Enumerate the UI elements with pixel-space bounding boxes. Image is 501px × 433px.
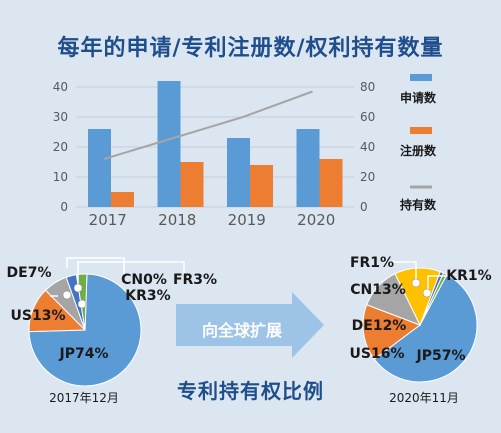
callout-line	[77, 261, 185, 287]
y-tick-label: 10	[53, 170, 68, 184]
callout-marker	[422, 288, 432, 298]
share-subtitle: 专利持有权比例	[177, 379, 324, 403]
bar-申请数	[227, 138, 250, 207]
y2-tick-label: 0	[360, 200, 368, 214]
pie-label-FR: FR1%	[350, 255, 394, 271]
bar-申请数	[157, 81, 181, 207]
arrow-label: 向全球扩展	[201, 321, 282, 340]
y-tick-label: 20	[53, 140, 68, 154]
legend-label: 注册数	[400, 143, 437, 158]
callout-line	[427, 275, 453, 293]
bar-申请数	[88, 129, 111, 207]
pie-slice-FR	[419, 272, 448, 326]
line-持有数	[103, 90, 313, 160]
page-title: 每年的申请/专利注册数/权利持有数量	[57, 36, 444, 61]
pie-label-KR: KR3%	[125, 288, 170, 304]
bar-注册数	[180, 162, 204, 207]
pie-label-DE: DE7%	[7, 265, 52, 281]
y-tick-label: 40	[53, 80, 68, 94]
callout-marker	[411, 278, 421, 288]
y2-tick-label: 40	[360, 140, 375, 154]
callout-line	[66, 257, 125, 284]
y-tick-label: 30	[53, 110, 68, 124]
callout-marker	[77, 299, 87, 309]
pie-caption: 2020年11月	[389, 391, 459, 405]
expand-arrow	[176, 292, 324, 358]
legend-bar-marker	[410, 127, 432, 134]
y2-tick-label: 80	[360, 80, 375, 94]
callout-line	[383, 261, 417, 280]
bar-申请数	[296, 129, 320, 207]
pie-label-DE: DE12%	[352, 318, 407, 334]
y2-tick-label: 20	[360, 170, 375, 184]
y2-tick-label: 60	[360, 110, 375, 124]
x-tick-label: 2017	[89, 211, 127, 229]
pie-slice-US	[362, 304, 422, 360]
legend-label: 申请数	[400, 90, 437, 105]
bar-注册数	[319, 159, 343, 207]
pie-label-US: US16%	[350, 346, 405, 362]
bar-注册数	[250, 165, 273, 207]
pie-label-CN: CN0%	[121, 272, 167, 288]
pie-label-CN: CN13%	[350, 282, 406, 298]
callout-marker	[62, 290, 72, 300]
pie-label-US: US13%	[11, 308, 66, 324]
pie-label-KR: KR1%	[446, 268, 491, 284]
callout-marker	[73, 283, 83, 293]
pie-label-JP: JP57%	[416, 348, 466, 364]
legend-label: 持有数	[400, 197, 437, 212]
combo-bar-line-chart: 0 10 20 30 40 0 20 40 60 80 2017 2018 2019 2020 申请数注册数…	[53, 74, 437, 229]
pie-label-FR: FR3%	[173, 272, 217, 288]
legend-bar-marker	[410, 74, 432, 81]
pie-caption: 2017年12月	[49, 391, 119, 405]
bar-注册数	[111, 192, 134, 207]
pie-label-JP: JP74%	[59, 346, 109, 362]
x-tick-label: 2018	[158, 211, 196, 229]
pie-slice-JP	[373, 273, 478, 383]
y-tick-label: 0	[60, 200, 68, 214]
x-tick-label: 2019	[228, 211, 266, 229]
x-tick-label: 2020	[297, 211, 335, 229]
